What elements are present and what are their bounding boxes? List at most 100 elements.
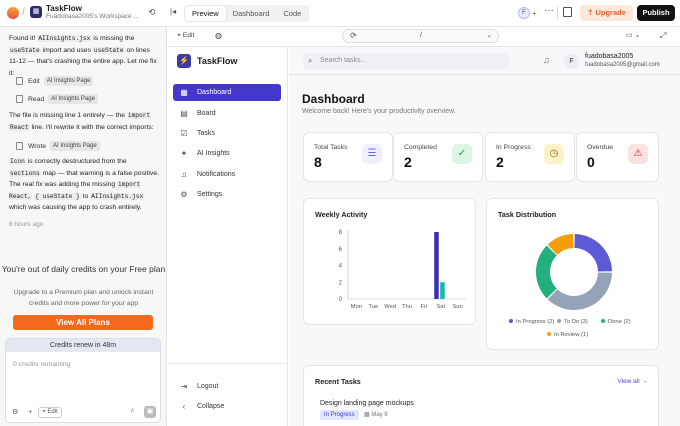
sidebar-item-tasks[interactable]: ☑ Tasks — [173, 125, 281, 142]
chat-input[interactable]: 0 credits remaining — [13, 361, 71, 368]
search-icon: ⌕ — [308, 56, 313, 65]
edit-mode-chip[interactable]: ⌖ Edit — [38, 406, 62, 418]
user-name: fuadobasa2005 — [585, 53, 634, 60]
attach-plus-icon[interactable]: + — [28, 408, 33, 416]
recent-task-title[interactable]: Design landing page mockups — [320, 400, 414, 407]
sidebar-item-dashboard[interactable]: ▦ Dashboard — [173, 84, 281, 101]
view-all-plans-button[interactable]: View All Plans — [13, 315, 153, 330]
stat-card-overdue[interactable]: Overdue 0 ⚠ — [576, 132, 659, 182]
settings-icon[interactable]: ⚙ — [12, 409, 19, 416]
send-button[interactable]: ▣ — [144, 406, 156, 418]
brand-name: TaskFlow — [197, 56, 238, 66]
stat-card-completed[interactable]: Completed 2 ✓ — [393, 132, 483, 182]
action-edit[interactable]: Edit AI Insights Page — [16, 76, 94, 86]
check-circle-icon: ✓ — [452, 144, 472, 164]
chat-input-box: Credits renew in 48m 0 credits remaining… — [5, 338, 161, 423]
inline-code: Icon — [9, 158, 26, 165]
microphone-icon[interactable]: ♪ — [130, 407, 135, 414]
message-text: on lines 11-12 — that's crashing the ent… — [9, 46, 157, 77]
sidebar-item-label: AI Insights — [197, 150, 230, 157]
message-timestamp: 6 hours ago — [9, 221, 44, 228]
file-icon — [16, 95, 23, 103]
collapse-panel-icon[interactable]: |◂ — [170, 7, 177, 16]
assistant-message-2: The file is missing line 1 entirely — th… — [9, 110, 159, 133]
action-label: Edit — [28, 77, 40, 85]
x-tick-label: Mon — [351, 304, 362, 310]
panel-title: Task Distribution — [498, 210, 557, 219]
view-all-link[interactable]: View all → — [617, 378, 648, 385]
logout-button[interactable]: ⇥ Logout — [173, 378, 281, 395]
y-tick-label: 0 — [339, 297, 343, 303]
logout-label: Logout — [197, 383, 219, 390]
sidebar-item-board[interactable]: ▤ Board — [173, 105, 281, 122]
action-label: Read — [28, 95, 45, 103]
edit-label: Edit — [182, 32, 195, 39]
search-placeholder: Search tasks... — [320, 57, 367, 64]
sidebar-item-settings[interactable]: ⚙ Settings — [173, 186, 281, 203]
action-wrote[interactable]: Wrote AI Insights Page — [16, 141, 100, 151]
board-icon: ▤ — [180, 109, 188, 118]
page-title: Dashboard — [302, 92, 365, 106]
y-tick-label: 4 — [339, 264, 343, 270]
device-frame-icon[interactable] — [563, 7, 572, 17]
app-brand[interactable]: ⚡ TaskFlow — [177, 54, 237, 68]
preview-toolbar: ⌖ Edit ◍ ⟳ / ⌄ ▭ ⌄ ⤢ — [167, 27, 680, 47]
avatar[interactable]: F — [518, 7, 530, 19]
message-text: line. I'll rewrite it with the correct i… — [29, 123, 154, 131]
search-input[interactable]: ⌕ Search tasks... — [303, 53, 509, 69]
history-icon[interactable]: ⟲ — [148, 7, 156, 17]
stat-card-total[interactable]: Total Tasks 8 ☰ — [303, 132, 393, 182]
x-tick-label: Fri — [420, 304, 427, 310]
stat-value: 2 — [404, 154, 412, 170]
file-icon — [16, 142, 23, 150]
action-label: Wrote — [28, 142, 47, 150]
clock-icon: ◷ — [544, 144, 564, 164]
task-due-date: ▦ May 8 — [364, 410, 388, 420]
more-menu-icon[interactable]: ··· — [544, 5, 554, 16]
refresh-icon[interactable]: ⟳ — [350, 31, 357, 40]
credits-exhausted-title: You're out of daily credits on your Free… — [1, 264, 166, 274]
expand-icon[interactable]: ⤢ — [660, 31, 667, 40]
tab-dashboard[interactable]: Dashboard — [232, 9, 270, 18]
url-bar[interactable]: ⟳ / ⌄ — [342, 29, 499, 43]
upgrade-button[interactable]: ⇡ Upgrade — [580, 5, 633, 21]
due-date-label: May 8 — [371, 412, 388, 418]
page-subtitle: Welcome back! Here's your productivity o… — [302, 108, 456, 115]
task-distribution-chart: In Progress (2) To Do (3) Done (2) In Revie… — [509, 234, 631, 338]
notification-bell-icon[interactable]: ♫ — [543, 55, 550, 65]
pie-slice — [574, 234, 612, 272]
message-text: import and uses — [40, 46, 93, 54]
action-read[interactable]: Read AI Insights Page — [16, 94, 98, 104]
sidebar-item-notifications[interactable]: ♫ Notifications — [173, 166, 281, 183]
file-chip[interactable]: AI Insights Page — [48, 94, 98, 104]
message-text: map — that warning is a false positive. … — [9, 169, 159, 189]
tab-preview[interactable]: Preview — [185, 6, 226, 21]
legend-label: In Review (1) — [554, 332, 588, 338]
file-chip[interactable]: AI Insights Page — [43, 76, 94, 86]
assistant-message-1: Found it! AIInsights.jsx is missing the … — [9, 33, 159, 79]
upgrade-label: Upgrade — [595, 8, 626, 17]
collapse-label: Collapse — [197, 403, 225, 410]
invite-plus-icon[interactable]: + — [532, 8, 537, 18]
bar — [440, 282, 445, 299]
top-bar: / ▦ TaskFlow Fuadobasa2005's Workspace .… — [0, 0, 680, 27]
app-logo-icon[interactable] — [7, 7, 19, 19]
sidebar-item-ai-insights[interactable]: ✦ AI Insights — [173, 145, 281, 162]
publish-button[interactable]: Publish — [637, 5, 675, 21]
file-chip[interactable]: AI Insights Page — [50, 141, 100, 151]
palette-icon[interactable]: ◍ — [215, 31, 222, 40]
device-select-icon[interactable]: ▭ ⌄ — [626, 32, 641, 39]
x-tick-label: Sun — [452, 304, 462, 310]
visual-edit-button[interactable]: ⌖ Edit — [177, 32, 194, 40]
collapse-sidebar-button[interactable]: ‹ Collapse — [173, 398, 281, 415]
stat-value: 2 — [496, 154, 504, 170]
project-name[interactable]: TaskFlow — [46, 4, 82, 13]
inline-code: sections — [9, 169, 41, 177]
tab-code[interactable]: Code — [283, 9, 302, 18]
legend-marker — [557, 319, 561, 323]
stat-card-in-progress[interactable]: In Progress 2 ◷ — [485, 132, 575, 182]
url-path[interactable]: / — [420, 32, 422, 39]
chevron-down-icon[interactable]: ⌄ — [486, 32, 492, 39]
user-avatar[interactable]: F — [564, 54, 579, 69]
workspace-name[interactable]: Fuadobasa2005's Workspace ... — [46, 13, 139, 20]
